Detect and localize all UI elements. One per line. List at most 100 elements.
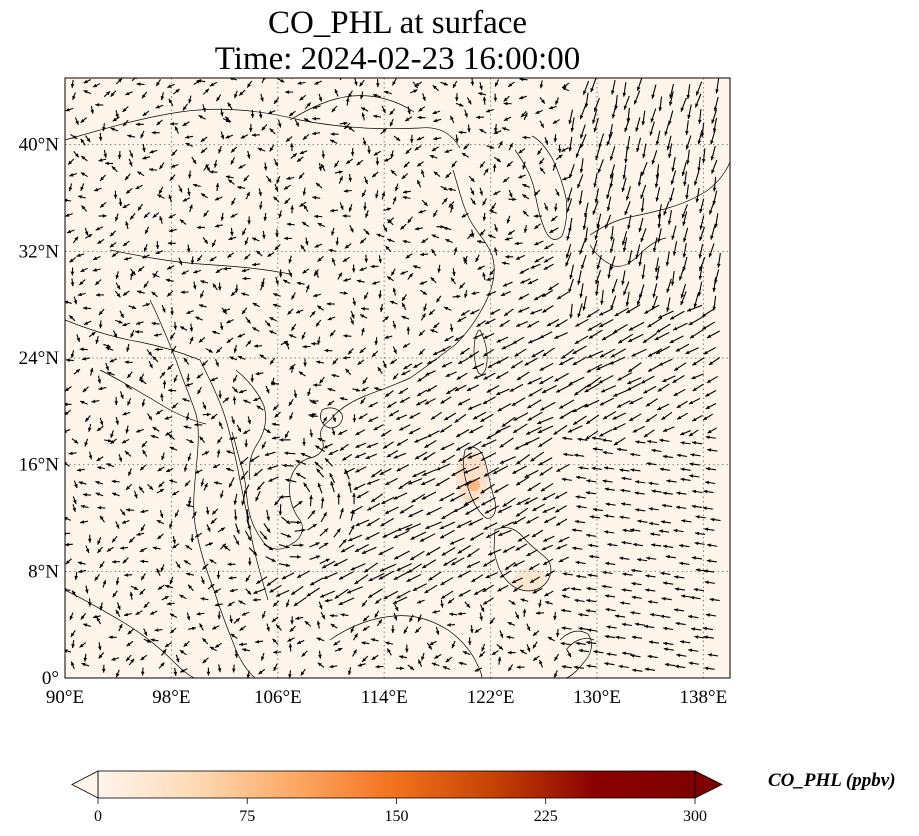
map-plot-area[interactable] <box>65 78 730 678</box>
wind-arrowhead <box>159 489 164 493</box>
wind-arrowhead <box>604 661 609 666</box>
wind-arrowhead <box>467 641 472 646</box>
wind-arrowhead <box>167 365 172 370</box>
wind-arrowhead <box>170 335 174 340</box>
wind-arrowhead <box>219 421 223 426</box>
wind-arrowhead <box>538 461 543 466</box>
wind-arrowhead <box>355 454 360 458</box>
wind-arrowhead <box>323 575 328 579</box>
wind-arrowhead <box>355 431 360 435</box>
wind-arrowhead <box>385 641 390 645</box>
wind-arrowhead <box>588 543 593 548</box>
wind-arrowhead <box>289 627 294 632</box>
wind-arrowhead <box>140 671 145 676</box>
wind-arrowhead <box>387 648 391 653</box>
wind-arrowhead <box>208 542 213 546</box>
wind-arrowhead <box>648 507 653 511</box>
wind-arrowhead <box>403 629 408 634</box>
wind-arrowhead <box>125 175 129 181</box>
wind-arrowhead <box>155 250 160 255</box>
wind-arrowhead <box>414 226 419 231</box>
wind-arrowhead <box>378 294 382 299</box>
wind-arrowhead <box>479 231 484 236</box>
wind-arrowhead <box>169 176 174 181</box>
wind-arrowhead <box>609 361 614 365</box>
wind-arrowhead <box>258 114 263 119</box>
wind-arrowhead <box>184 357 188 363</box>
wind-arrowhead <box>152 546 157 550</box>
wind-arrowhead <box>381 432 386 437</box>
wind-arrowhead <box>667 220 672 225</box>
wind-arrowhead <box>426 511 431 515</box>
wind-arrowhead <box>98 158 103 162</box>
wind-arrowhead <box>710 517 715 522</box>
wind-arrowhead <box>433 324 438 329</box>
wind-arrowhead <box>194 422 199 427</box>
wind-arrowhead <box>384 158 389 162</box>
wind-arrowhead <box>83 79 88 84</box>
wind-arrowhead <box>350 628 355 633</box>
wind-arrowhead <box>417 377 422 382</box>
wind-arrowhead <box>417 179 421 185</box>
wind-arrowhead <box>211 415 216 420</box>
wind-arrowhead <box>671 235 675 240</box>
wind-arrowhead <box>112 593 117 598</box>
wind-arrowhead <box>155 245 160 250</box>
wind-arrowhead <box>273 293 278 297</box>
wind-arrowhead <box>285 341 290 346</box>
wind-arrowhead <box>95 492 100 497</box>
wind-arrowhead <box>408 513 413 517</box>
wind-arrowhead <box>258 192 262 197</box>
wind-arrowhead <box>374 341 379 346</box>
wind-arrowhead <box>470 629 474 634</box>
wind-arrowhead <box>402 190 407 194</box>
wind-arrowhead <box>149 149 154 154</box>
wind-arrowhead <box>151 321 156 326</box>
wind-arrowhead <box>364 258 369 263</box>
wind-arrowhead <box>241 612 246 616</box>
wind-arrowhead <box>118 320 123 324</box>
wind-arrowhead <box>527 487 532 491</box>
wind-arrowhead <box>400 225 405 230</box>
wind-arrowhead <box>307 391 311 396</box>
wind-arrowhead <box>630 611 635 615</box>
wind-arrowhead <box>249 458 255 462</box>
wind-arrowhead <box>496 375 501 379</box>
wind-arrowhead <box>657 238 661 243</box>
wind-arrowhead <box>355 468 360 473</box>
wind-arrowhead <box>439 497 444 501</box>
wind-arrowhead <box>685 130 689 135</box>
wind-arrowhead <box>227 253 232 258</box>
wind-arrowhead <box>409 414 414 419</box>
wind-arrowhead <box>317 223 322 227</box>
wind-arrowhead <box>230 633 235 638</box>
wind-arrowhead <box>297 555 301 559</box>
wind-arrowhead <box>271 436 276 440</box>
wind-arrowhead <box>567 429 573 433</box>
wind-arrowhead <box>173 378 178 383</box>
wind-arrowhead <box>355 444 360 448</box>
wind-arrowhead <box>707 334 712 338</box>
wind-arrowhead <box>95 226 100 231</box>
wind-arrowhead <box>593 183 597 188</box>
wind-arrowhead <box>610 236 614 241</box>
wind-arrowhead <box>185 135 190 139</box>
wind-arrowhead <box>175 658 180 663</box>
wind-arrowhead <box>516 501 521 505</box>
wind-arrowhead <box>65 462 68 466</box>
wind-arrowhead <box>115 274 120 280</box>
wind-arrowhead <box>391 271 395 276</box>
wind-arrowhead <box>196 225 201 230</box>
wind-arrowhead <box>568 120 572 125</box>
wind-arrowhead <box>426 551 431 556</box>
wind-arrowhead <box>187 456 192 461</box>
wind-arrowhead <box>703 416 708 420</box>
wind-arrowhead <box>81 205 86 210</box>
wind-arrowhead <box>560 641 565 646</box>
wind-arrowhead <box>397 527 402 531</box>
wind-arrowhead <box>664 662 669 667</box>
wind-arrowhead <box>539 84 544 89</box>
wind-arrowhead <box>268 478 273 482</box>
wind-arrowhead <box>149 485 154 490</box>
wind-arrowhead <box>517 537 522 542</box>
